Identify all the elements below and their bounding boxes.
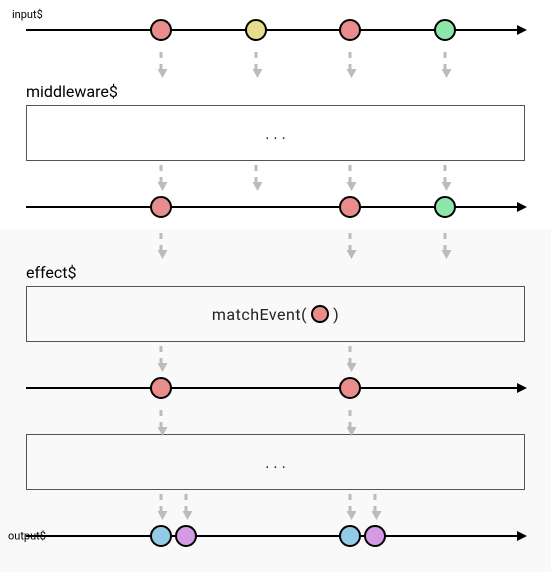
- arrows-match-out: [26, 346, 525, 370]
- marble: [339, 525, 361, 547]
- dash-arrow-icon: [159, 410, 162, 428]
- arrows-to-output: [26, 494, 525, 518]
- dash-arrow-icon: [159, 233, 162, 251]
- dash-arrow-icon: [374, 494, 377, 512]
- arrows-into-ellipsis2: [26, 410, 525, 434]
- dash-arrow-icon: [254, 52, 257, 70]
- match-event-marble: [311, 305, 329, 323]
- middleware-label: middleware$: [26, 82, 525, 101]
- arrows-input-to-middleware: [26, 52, 525, 76]
- ellipsis-text-2: . . .: [265, 453, 286, 472]
- marble: [434, 196, 456, 218]
- transform-box: . . .: [26, 434, 525, 490]
- arrow-right-icon: [517, 25, 527, 35]
- marble: [339, 377, 361, 399]
- dash-arrow-icon: [159, 494, 162, 512]
- dash-arrow-icon: [159, 52, 162, 70]
- dash-arrow-icon: [159, 346, 162, 364]
- dash-arrow-icon: [349, 410, 352, 428]
- arrow-right-icon: [517, 202, 527, 212]
- marble: [150, 196, 172, 218]
- dash-arrow-icon: [184, 494, 187, 512]
- dash-arrow-icon: [349, 233, 352, 251]
- match-event-box: matchEvent( ): [26, 286, 525, 342]
- marble: [175, 525, 197, 547]
- match-event-content: matchEvent( ): [212, 305, 339, 324]
- arrow-right-icon: [517, 531, 527, 541]
- match-event-text: matchEvent(: [212, 305, 307, 324]
- arrows-middleware-to-stream2: [26, 165, 525, 189]
- dash-arrow-icon: [444, 165, 447, 183]
- marble: [150, 19, 172, 41]
- ellipsis-text: . . .: [265, 124, 286, 143]
- arrow-right-icon: [517, 383, 527, 393]
- marble: [434, 19, 456, 41]
- marble: [245, 19, 267, 41]
- dash-arrow-icon: [349, 494, 352, 512]
- marble: [150, 377, 172, 399]
- marble: [339, 196, 361, 218]
- after-middleware-stream: [26, 189, 525, 225]
- input-stream: [26, 12, 525, 48]
- arrows-into-effect: [26, 233, 525, 257]
- effect-section: effect$ matchEvent( ) . . . output$: [0, 229, 551, 572]
- dash-arrow-icon: [254, 165, 257, 183]
- dash-arrow-icon: [349, 52, 352, 70]
- dash-arrow-icon: [159, 165, 162, 183]
- line: [26, 535, 525, 537]
- dash-arrow-icon: [444, 52, 447, 70]
- output-stream: output$: [26, 518, 525, 554]
- dash-arrow-icon: [444, 233, 447, 251]
- marble: [150, 525, 172, 547]
- marble: [364, 525, 386, 547]
- match-event-close: ): [333, 305, 339, 324]
- effect-label: effect$: [26, 263, 525, 282]
- dash-arrow-icon: [349, 346, 352, 364]
- line: [26, 387, 525, 389]
- marble: [339, 19, 361, 41]
- middleware-box: . . .: [26, 105, 525, 161]
- dash-arrow-icon: [349, 165, 352, 183]
- after-match-stream: [26, 370, 525, 406]
